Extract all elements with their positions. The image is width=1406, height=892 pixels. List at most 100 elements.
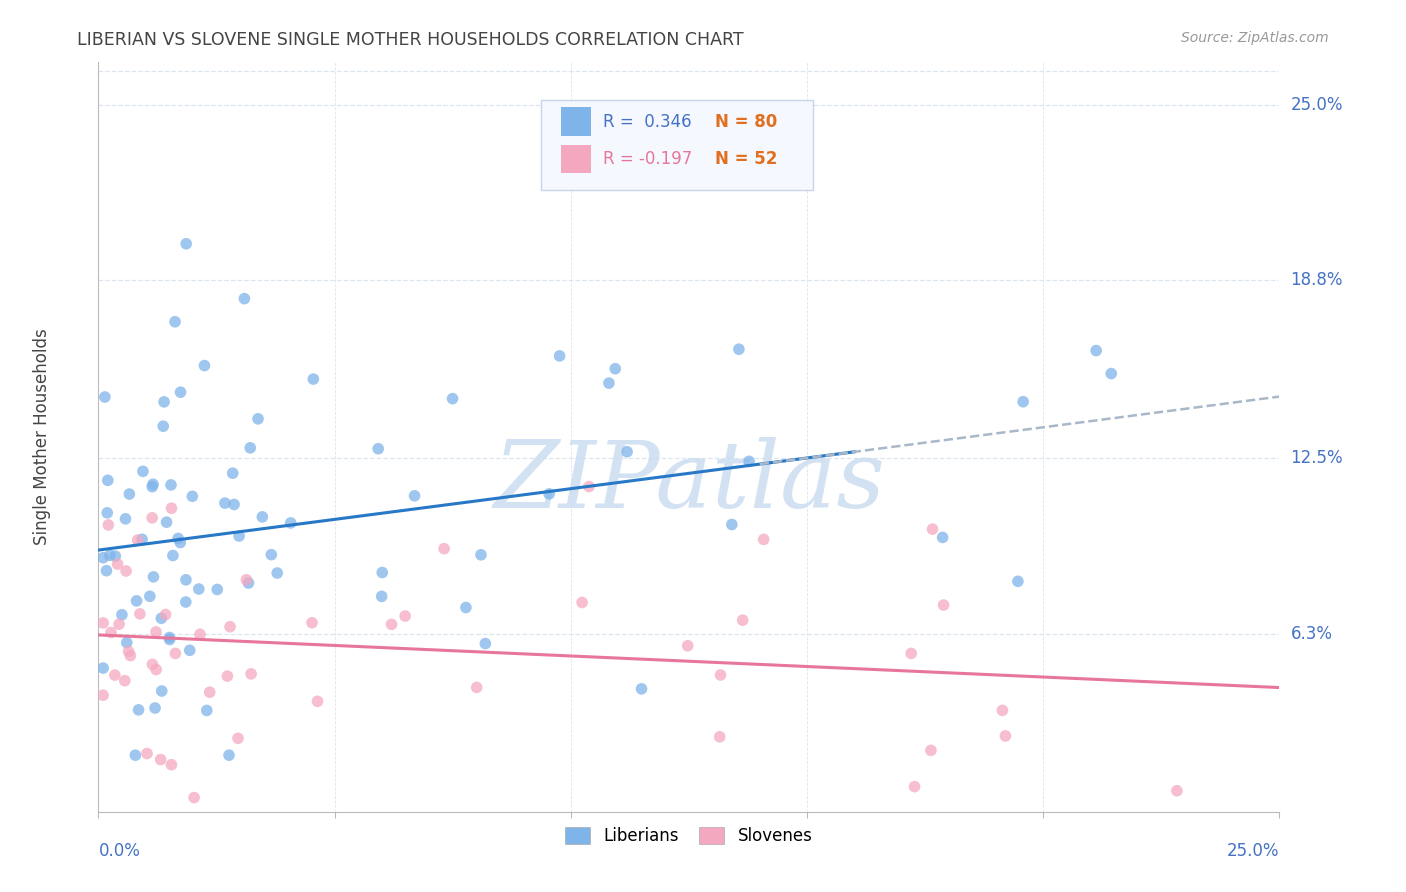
Point [1012,394,1035,409]
Point [114,512,136,526]
Point [165,647,187,661]
Point [169,385,191,400]
Point [238,576,260,591]
Point [222,466,245,480]
Point [1007,574,1029,589]
Point [125,594,148,608]
Point [474,637,496,651]
Point [307,694,329,708]
Point [465,681,488,695]
Point [96,506,118,520]
Point [676,639,699,653]
Point [165,315,187,329]
Point [97,518,120,533]
Point [1099,367,1122,381]
Point [752,533,775,547]
Point [571,595,593,609]
Legend: Liberians, Slovenes: Liberians, Slovenes [558,821,820,852]
FancyBboxPatch shape [561,145,591,173]
Point [120,648,142,663]
Point [709,668,731,682]
Text: 0.0%: 0.0% [98,842,141,860]
Point [738,454,761,468]
Point [167,532,190,546]
Point [920,743,942,757]
Point [91,550,114,565]
Point [195,703,218,717]
Point [370,590,392,604]
Point [136,747,159,761]
Point [228,529,250,543]
Point [97,473,120,487]
Point [174,573,197,587]
Point [107,557,129,571]
Point [394,609,416,624]
Point [380,617,402,632]
Point [183,790,205,805]
Point [1085,343,1108,358]
Point [129,607,152,621]
Point [153,395,176,409]
Text: 25.0%: 25.0% [1227,842,1279,860]
Point [98,548,121,562]
Text: N = 80: N = 80 [714,112,778,130]
Point [139,589,162,603]
Point [721,517,744,532]
Point [159,631,181,645]
Point [159,632,181,647]
Point [921,522,943,536]
Point [143,701,166,715]
Point [226,731,249,746]
Text: 12.5%: 12.5% [1291,450,1343,467]
Point [160,501,183,516]
Point [131,533,153,547]
Point [252,509,274,524]
Text: ZIPatlas: ZIPatlas [494,437,884,527]
Point [145,663,167,677]
Point [115,564,138,578]
Point [441,392,464,406]
Point [115,635,138,649]
Point [94,390,117,404]
Point [174,595,197,609]
Point [709,730,731,744]
Point [111,607,134,622]
Point [433,541,456,556]
Point [214,496,236,510]
Point [578,479,600,493]
FancyBboxPatch shape [541,100,813,190]
Point [160,478,183,492]
Point [155,515,177,529]
Point [222,498,245,512]
Point [128,703,150,717]
Point [91,661,114,675]
Point [198,685,221,699]
Point [605,361,627,376]
Point [240,666,263,681]
Point [548,349,571,363]
Point [132,464,155,478]
Text: 18.8%: 18.8% [1291,271,1343,289]
Point [731,613,754,627]
Point [142,570,165,584]
Point [301,615,323,630]
Point [160,757,183,772]
Point [124,748,146,763]
Point [193,359,215,373]
Point [630,681,652,696]
Point [100,625,122,640]
Text: R =  0.346: R = 0.346 [603,112,692,130]
Point [616,444,638,458]
Text: Single Mother Households: Single Mother Households [32,329,51,545]
Point [991,703,1014,717]
Point [454,600,477,615]
Point [91,688,114,702]
Text: 25.0%: 25.0% [1291,95,1343,114]
Point [219,620,242,634]
Point [181,489,204,503]
Point [207,582,229,597]
Point [91,615,114,630]
Point [931,530,953,544]
Point [104,668,127,682]
Point [141,657,163,672]
